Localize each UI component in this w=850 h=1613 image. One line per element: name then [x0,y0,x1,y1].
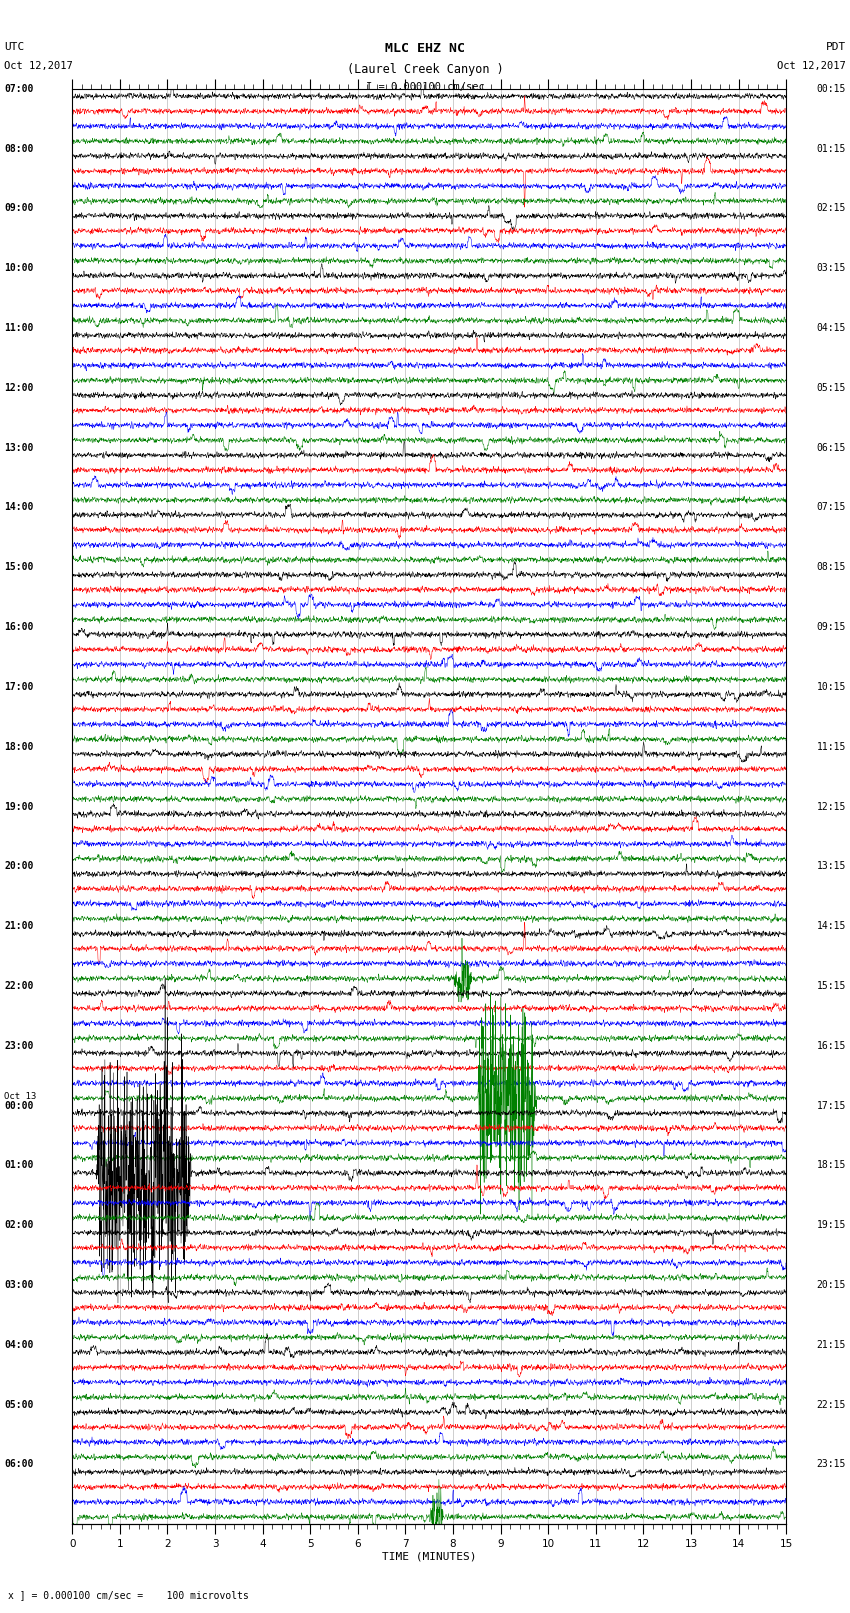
Text: 23:00: 23:00 [4,1040,34,1050]
Text: 22:00: 22:00 [4,981,34,990]
Text: 16:00: 16:00 [4,623,34,632]
Text: 21:00: 21:00 [4,921,34,931]
Text: 05:00: 05:00 [4,1400,34,1410]
Text: 05:15: 05:15 [816,382,846,394]
Text: 00:15: 00:15 [816,84,846,94]
Text: 01:15: 01:15 [816,144,846,153]
Text: 03:15: 03:15 [816,263,846,273]
Text: 20:15: 20:15 [816,1281,846,1290]
Text: I = 0.000100 cm/sec: I = 0.000100 cm/sec [366,82,484,92]
Text: 02:00: 02:00 [4,1219,34,1231]
Text: 08:00: 08:00 [4,144,34,153]
Text: Oct 13: Oct 13 [4,1092,37,1102]
Text: 15:15: 15:15 [816,981,846,990]
Text: 02:15: 02:15 [816,203,846,213]
X-axis label: TIME (MINUTES): TIME (MINUTES) [382,1552,477,1561]
Text: 17:00: 17:00 [4,682,34,692]
Text: 21:15: 21:15 [816,1340,846,1350]
Text: 06:00: 06:00 [4,1460,34,1469]
Text: UTC: UTC [4,42,25,52]
Text: 13:00: 13:00 [4,442,34,453]
Text: 15:00: 15:00 [4,563,34,573]
Text: 14:15: 14:15 [816,921,846,931]
Text: 19:15: 19:15 [816,1219,846,1231]
Text: 03:00: 03:00 [4,1281,34,1290]
Text: x ] = 0.000100 cm/sec =    100 microvolts: x ] = 0.000100 cm/sec = 100 microvolts [8,1590,249,1600]
Text: 10:00: 10:00 [4,263,34,273]
Text: 12:15: 12:15 [816,802,846,811]
Text: 20:00: 20:00 [4,861,34,871]
Text: 19:00: 19:00 [4,802,34,811]
Text: 01:00: 01:00 [4,1160,34,1171]
Text: 23:15: 23:15 [816,1460,846,1469]
Text: 13:15: 13:15 [816,861,846,871]
Text: Oct 12,2017: Oct 12,2017 [4,61,73,71]
Text: 16:15: 16:15 [816,1040,846,1050]
Text: 00:00: 00:00 [4,1100,34,1111]
Text: 07:15: 07:15 [816,502,846,513]
Text: 18:00: 18:00 [4,742,34,752]
Text: 17:15: 17:15 [816,1100,846,1111]
Text: 09:15: 09:15 [816,623,846,632]
Text: 09:00: 09:00 [4,203,34,213]
Text: 10:15: 10:15 [816,682,846,692]
Text: 22:15: 22:15 [816,1400,846,1410]
Text: 06:15: 06:15 [816,442,846,453]
Text: 11:00: 11:00 [4,323,34,332]
Text: 14:00: 14:00 [4,502,34,513]
Text: Oct 12,2017: Oct 12,2017 [777,61,846,71]
Text: 08:15: 08:15 [816,563,846,573]
Text: 18:15: 18:15 [816,1160,846,1171]
Text: MLC EHZ NC: MLC EHZ NC [385,42,465,55]
Text: 04:15: 04:15 [816,323,846,332]
Text: (Laurel Creek Canyon ): (Laurel Creek Canyon ) [347,63,503,76]
Text: 04:00: 04:00 [4,1340,34,1350]
Text: 11:15: 11:15 [816,742,846,752]
Text: PDT: PDT [825,42,846,52]
Text: 07:00: 07:00 [4,84,34,94]
Text: 12:00: 12:00 [4,382,34,394]
